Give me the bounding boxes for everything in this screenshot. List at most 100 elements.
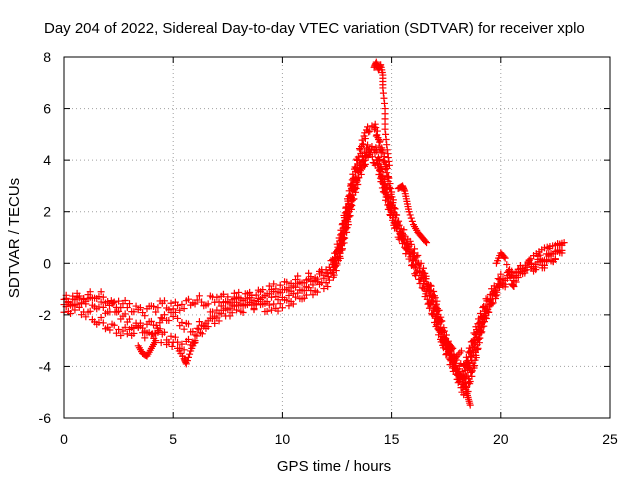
data-point <box>160 297 168 305</box>
y-tick-label: -2 <box>39 307 52 323</box>
data-point <box>167 332 175 340</box>
data-point <box>464 388 472 396</box>
data-point <box>67 309 75 317</box>
data-point <box>412 256 420 264</box>
data-point <box>478 328 486 336</box>
data-point <box>357 170 365 178</box>
data-point <box>113 308 121 316</box>
data-point <box>373 127 381 135</box>
data-point <box>503 261 511 269</box>
data-point <box>407 240 415 248</box>
data-point <box>462 374 470 382</box>
data-point <box>115 307 123 315</box>
data-point <box>265 290 273 298</box>
x-tick-label: 0 <box>60 431 68 447</box>
data-point <box>532 260 540 268</box>
data-point <box>106 301 113 309</box>
data-point <box>265 301 273 309</box>
data-point <box>157 314 165 322</box>
data-point <box>97 314 105 322</box>
data-point <box>300 287 308 295</box>
data-point <box>157 339 165 347</box>
data-point <box>156 319 164 327</box>
data-point <box>356 167 364 175</box>
data-point <box>204 300 212 308</box>
data-point <box>476 334 484 342</box>
data-point <box>429 298 437 306</box>
data-point <box>276 300 284 308</box>
data-point <box>126 300 134 308</box>
data-point <box>456 371 464 379</box>
data-point <box>501 280 509 288</box>
data-point <box>121 297 129 305</box>
data-point <box>211 319 219 327</box>
data-point <box>359 140 367 148</box>
data-point <box>121 310 129 318</box>
data-point <box>169 305 177 313</box>
data-point <box>294 289 302 297</box>
data-point <box>184 320 192 328</box>
data-point <box>540 264 548 272</box>
data-point <box>451 355 459 363</box>
data-point <box>115 297 123 305</box>
data-point <box>379 148 387 156</box>
data-point <box>97 298 105 306</box>
data-point <box>64 298 72 306</box>
data-point <box>417 259 425 267</box>
data-point <box>235 294 243 302</box>
data-point <box>141 312 149 320</box>
data-point <box>169 313 177 321</box>
data-point <box>551 248 559 256</box>
data-point <box>500 253 508 261</box>
data-point <box>171 308 179 316</box>
data-point <box>97 288 105 296</box>
x-tick-label: 25 <box>602 431 618 447</box>
data-point <box>472 354 480 362</box>
data-point <box>178 300 186 308</box>
data-point <box>82 297 90 305</box>
data-point <box>506 273 514 281</box>
y-axis-label: SDTVAR / TECUs <box>6 178 23 298</box>
data-point <box>193 324 201 332</box>
data-point <box>233 298 241 306</box>
x-tick-label: 15 <box>384 431 400 447</box>
data-point <box>373 147 381 155</box>
y-tick-label: -6 <box>39 410 52 426</box>
data-point <box>283 286 291 294</box>
data-point <box>385 202 393 210</box>
data-point <box>211 312 219 320</box>
data-point <box>406 237 414 245</box>
data-point <box>294 272 302 280</box>
data-point <box>344 221 352 229</box>
data-point <box>274 296 282 304</box>
data-point <box>407 253 415 261</box>
data-point <box>429 293 437 301</box>
data-point <box>422 272 430 280</box>
data-point <box>372 124 380 132</box>
data-point <box>438 327 446 335</box>
data-point <box>121 323 129 331</box>
data-point <box>215 309 223 317</box>
data-point <box>178 340 186 348</box>
data-point <box>75 303 83 311</box>
data-point <box>151 329 159 337</box>
data-point <box>486 295 494 303</box>
data-point <box>123 330 131 338</box>
data-point <box>338 245 346 253</box>
data-point <box>182 360 190 368</box>
data-point <box>389 213 397 221</box>
data-point <box>510 274 518 282</box>
data-point <box>246 294 254 302</box>
data-point <box>239 302 247 310</box>
data-point <box>435 317 443 325</box>
data-point <box>543 250 551 258</box>
data-point <box>406 211 414 219</box>
data-point <box>259 300 267 308</box>
data-point <box>368 153 376 161</box>
plot-frame <box>63 56 611 419</box>
data-point <box>514 273 522 281</box>
data-point <box>423 239 431 247</box>
data-point <box>474 344 482 352</box>
data-point <box>174 302 182 310</box>
data-point <box>274 307 282 315</box>
